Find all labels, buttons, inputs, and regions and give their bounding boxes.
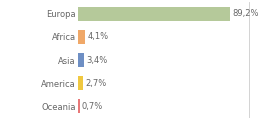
Text: 2,7%: 2,7%	[85, 78, 106, 88]
Text: 3,4%: 3,4%	[86, 55, 108, 65]
Text: 89,2%: 89,2%	[232, 9, 259, 18]
Bar	[78, 53, 84, 67]
Text: 4,1%: 4,1%	[87, 32, 109, 41]
Text: 0,7%: 0,7%	[82, 102, 103, 111]
Bar	[78, 30, 85, 44]
Bar	[78, 7, 230, 21]
Bar	[78, 99, 80, 113]
Bar	[78, 76, 83, 90]
